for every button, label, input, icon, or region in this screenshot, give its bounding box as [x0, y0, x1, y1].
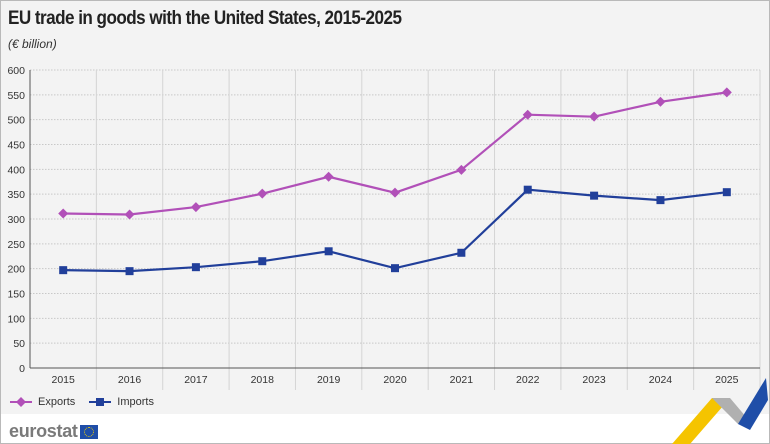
data-point-exports — [124, 209, 135, 220]
y-tick-label: 400 — [7, 164, 25, 176]
data-point-imports — [125, 267, 134, 276]
y-tick-label: 600 — [7, 65, 25, 77]
x-tick-label: 2016 — [118, 374, 142, 386]
y-tick-label: 450 — [7, 140, 25, 152]
eurostat-logo: eurostat — [9, 421, 98, 442]
x-tick-label: 2022 — [516, 374, 540, 386]
brand-text: eurostat — [9, 421, 78, 441]
x-tick-label: 2024 — [649, 374, 673, 386]
legend-item-imports[interactable]: Imports — [89, 396, 154, 408]
data-point-imports — [590, 191, 599, 200]
y-tick-label: 550 — [7, 90, 25, 102]
y-tick-label: 0 — [19, 363, 25, 375]
data-point-imports — [324, 247, 333, 256]
data-point-exports — [257, 188, 268, 199]
y-tick-label: 250 — [7, 239, 25, 251]
y-tick-label: 200 — [7, 264, 25, 276]
data-point-exports — [456, 164, 467, 175]
legend-label: Exports — [38, 396, 76, 408]
chart-subtitle: (€ billion) — [8, 37, 57, 51]
data-point-imports — [656, 196, 665, 205]
chart-title: EU trade in goods with the United States… — [8, 8, 402, 29]
data-point-exports — [655, 96, 666, 107]
data-point-exports — [190, 202, 201, 213]
diamond-marker-icon — [10, 397, 32, 407]
y-tick-label: 500 — [7, 115, 25, 127]
legend-label: Imports — [117, 396, 154, 408]
data-point-exports — [522, 109, 533, 120]
data-point-imports — [722, 188, 731, 197]
data-point-imports — [391, 264, 399, 273]
x-tick-label: 2023 — [582, 374, 606, 386]
x-tick-label: 2015 — [52, 374, 76, 386]
x-tick-label: 2021 — [450, 374, 474, 386]
data-point-imports — [191, 263, 200, 272]
data-point-exports — [58, 208, 69, 219]
y-tick-label: 300 — [7, 214, 25, 226]
y-tick-label: 350 — [7, 189, 25, 201]
legend: Exports Imports — [10, 396, 154, 408]
data-point-imports — [523, 185, 532, 194]
y-tick-label: 150 — [7, 289, 25, 301]
data-point-exports — [323, 171, 334, 182]
data-point-exports — [390, 187, 400, 198]
eu-flag-icon — [79, 424, 98, 439]
x-tick-label: 2018 — [251, 374, 275, 386]
legend-item-exports[interactable]: Exports — [10, 396, 75, 408]
square-marker-icon — [89, 398, 112, 406]
x-tick-label: 2020 — [383, 374, 407, 386]
x-tick-label: 2017 — [184, 374, 208, 386]
data-point-exports — [721, 87, 732, 98]
data-point-imports — [59, 266, 68, 275]
data-point-imports — [457, 248, 466, 257]
data-point-exports — [589, 111, 600, 122]
y-tick-label: 50 — [13, 338, 25, 350]
x-tick-label: 2019 — [317, 374, 341, 386]
data-point-imports — [258, 257, 267, 266]
x-tick-label: 2025 — [715, 374, 739, 386]
y-tick-label: 100 — [7, 313, 25, 325]
